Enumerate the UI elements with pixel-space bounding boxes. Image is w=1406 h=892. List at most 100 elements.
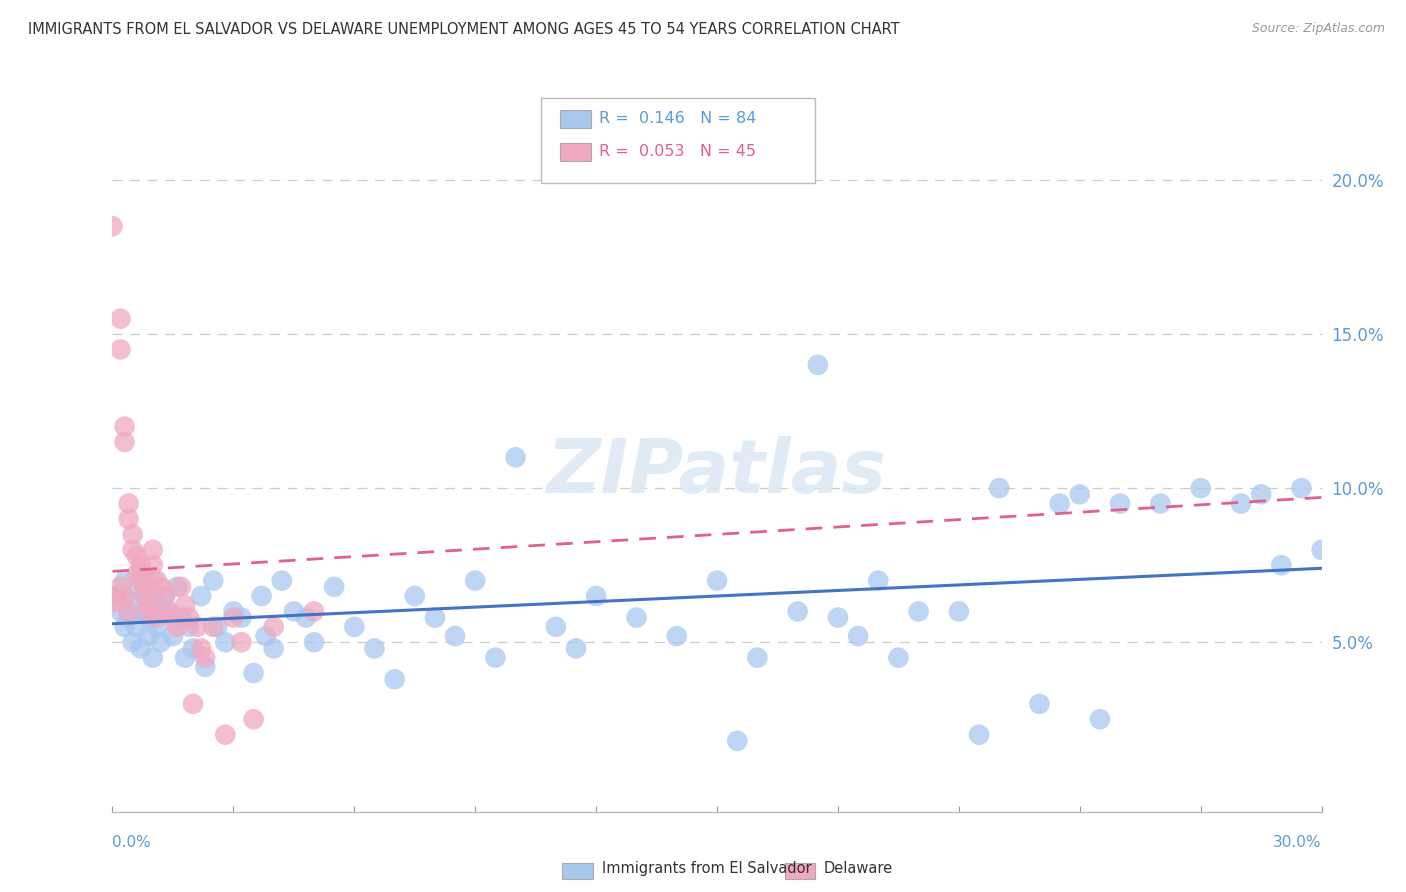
Point [1230,497,1253,511]
Point [166,580,188,594]
Point [202,620,225,634]
Point [121,635,143,649]
Point [174,650,197,665]
Point [1250,487,1272,501]
Point [827,610,849,624]
Point [1049,497,1071,511]
Point [138,604,160,618]
Text: IMMIGRANTS FROM EL SALVADOR VS DELAWARE UNEMPLOYMENT AMONG AGES 45 TO 54 YEARS C: IMMIGRANTS FROM EL SALVADOR VS DELAWARE … [28,22,900,37]
Point [786,604,808,618]
Point [1109,497,1132,511]
Point [464,574,486,588]
Point [105,589,128,603]
Point [202,574,225,588]
Point [1310,542,1333,557]
Point [166,620,188,634]
Point [807,358,830,372]
Point [1028,697,1050,711]
Point [231,635,253,649]
Point [444,629,467,643]
Point [174,599,197,613]
Point [242,666,264,681]
Point [114,419,136,434]
Point [117,497,139,511]
Point [186,620,208,634]
Point [134,604,156,618]
Point [181,641,204,656]
Point [125,567,148,582]
Point [114,589,136,603]
Point [110,343,132,357]
Point [214,728,236,742]
Point [125,549,148,563]
Point [117,610,139,624]
Point [146,620,169,634]
Point [170,580,193,594]
Point [1088,712,1111,726]
Point [1069,487,1091,501]
Point [343,620,366,634]
Point [283,604,305,618]
Point [121,527,143,541]
Point [907,604,929,618]
Point [114,434,136,449]
Point [295,610,318,624]
Point [138,610,160,624]
Point [967,728,990,742]
Point [129,558,152,573]
Point [110,604,132,618]
Point [404,589,426,603]
Point [157,604,180,618]
Point [149,580,172,594]
Text: ZIPatlas: ZIPatlas [547,436,887,509]
Point [177,620,200,634]
Point [114,574,136,588]
Point [887,650,910,665]
Point [505,450,527,465]
Text: 30.0%: 30.0% [1274,836,1322,850]
Point [384,672,406,686]
Point [263,641,285,656]
Text: 0.0%: 0.0% [112,836,152,850]
Point [214,635,236,649]
Point [153,589,176,603]
Point [138,629,160,643]
Point [194,660,217,674]
Point [665,629,688,643]
Point [725,734,748,748]
Point [626,610,648,624]
Point [142,542,165,557]
Point [146,595,169,609]
Point [846,629,869,643]
Point [110,311,132,326]
Point [146,610,169,624]
Point [302,635,325,649]
Point [110,580,132,594]
Point [177,610,200,624]
Point [117,512,139,526]
Point [101,219,124,234]
Text: Delaware: Delaware [824,862,893,876]
Point [138,599,160,613]
Point [250,589,273,603]
Point [747,650,769,665]
Point [142,574,165,588]
Point [423,610,446,624]
Point [162,629,184,643]
Point [565,641,588,656]
Point [146,574,169,588]
Point [121,595,143,609]
Text: Source: ZipAtlas.com: Source: ZipAtlas.com [1251,22,1385,36]
Point [149,635,172,649]
Point [157,604,180,618]
Point [868,574,890,588]
Point [1291,481,1313,495]
Point [125,620,148,634]
Point [129,641,152,656]
Point [153,589,176,603]
Point [948,604,970,618]
Point [544,620,567,634]
Point [170,610,193,624]
Point [105,589,128,603]
Point [129,567,152,582]
